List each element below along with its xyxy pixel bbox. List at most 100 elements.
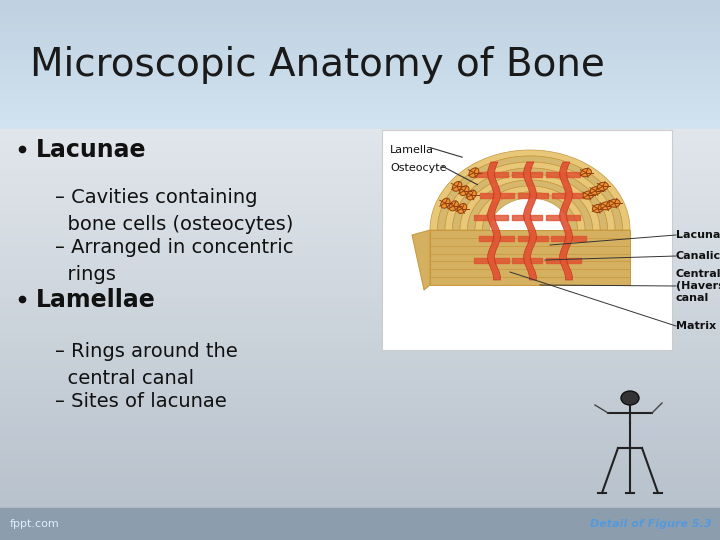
Bar xyxy=(0,10,720,13)
Bar xyxy=(0,219,720,224)
Bar xyxy=(0,313,720,319)
Ellipse shape xyxy=(452,181,462,191)
Bar xyxy=(0,413,720,418)
Bar xyxy=(0,204,720,210)
Bar xyxy=(0,2,720,4)
Bar xyxy=(0,417,720,423)
Ellipse shape xyxy=(600,202,612,210)
Ellipse shape xyxy=(469,168,479,177)
Bar xyxy=(0,280,720,285)
Bar xyxy=(0,51,720,54)
Bar xyxy=(0,394,720,399)
Bar xyxy=(0,129,720,134)
Polygon shape xyxy=(412,230,430,290)
Bar xyxy=(0,299,720,304)
Bar xyxy=(0,209,720,214)
Bar xyxy=(0,66,720,69)
Bar xyxy=(0,327,720,333)
Bar xyxy=(0,113,720,116)
Bar xyxy=(0,375,720,380)
Bar xyxy=(0,96,720,99)
Ellipse shape xyxy=(598,183,608,191)
Bar xyxy=(0,252,720,257)
Bar xyxy=(0,60,720,62)
Bar xyxy=(0,72,720,75)
Bar xyxy=(0,0,720,2)
Ellipse shape xyxy=(459,186,469,195)
Bar xyxy=(0,100,720,103)
Bar xyxy=(0,470,720,475)
Text: Central
(Haversian)
canal: Central (Haversian) canal xyxy=(676,268,720,303)
Bar xyxy=(0,489,720,494)
Bar xyxy=(0,474,720,480)
Bar xyxy=(0,332,720,338)
Bar xyxy=(0,171,720,177)
Bar xyxy=(0,361,720,366)
Bar xyxy=(0,233,720,238)
Text: – Arranged in concentric
  rings: – Arranged in concentric rings xyxy=(55,238,294,284)
Bar xyxy=(0,8,720,11)
Bar xyxy=(0,337,720,342)
Bar xyxy=(0,200,720,205)
Bar xyxy=(0,34,720,37)
Bar xyxy=(0,4,720,6)
Bar xyxy=(0,422,720,428)
Bar xyxy=(0,152,720,158)
Bar xyxy=(0,12,720,15)
Bar xyxy=(0,103,720,105)
Bar xyxy=(0,399,720,404)
Text: – Cavities containing
  bone cells (osteocytes): – Cavities containing bone cells (osteoc… xyxy=(55,188,293,233)
Bar xyxy=(0,304,720,309)
Bar xyxy=(0,157,720,162)
Bar xyxy=(0,285,720,290)
Polygon shape xyxy=(467,180,593,230)
Bar xyxy=(0,138,720,143)
Bar xyxy=(0,107,720,110)
Bar xyxy=(0,47,720,50)
Bar xyxy=(0,366,720,370)
Text: Matrix: Matrix xyxy=(676,321,716,331)
Text: Lamellae: Lamellae xyxy=(36,288,156,312)
Bar xyxy=(0,122,720,125)
Bar xyxy=(0,242,720,247)
Bar xyxy=(0,256,720,262)
Text: – Rings around the
  central canal: – Rings around the central canal xyxy=(55,342,238,388)
Text: Detail of Figure 5.3: Detail of Figure 5.3 xyxy=(590,519,712,529)
Bar xyxy=(0,323,720,328)
Bar xyxy=(0,116,720,118)
Bar xyxy=(0,318,720,323)
Bar xyxy=(0,23,720,26)
Bar xyxy=(0,109,720,112)
Bar xyxy=(0,58,720,60)
Polygon shape xyxy=(445,162,615,230)
Bar xyxy=(0,356,720,361)
Polygon shape xyxy=(487,162,500,280)
Bar xyxy=(0,85,720,88)
Bar xyxy=(0,261,720,266)
Bar xyxy=(0,223,720,228)
Ellipse shape xyxy=(467,190,477,200)
Bar xyxy=(0,384,720,389)
Text: – Sites of lacunae: – Sites of lacunae xyxy=(55,392,227,411)
Bar xyxy=(0,36,720,39)
Bar xyxy=(0,431,720,437)
Text: Canaliculus: Canaliculus xyxy=(676,251,720,261)
Bar xyxy=(0,81,720,84)
Ellipse shape xyxy=(580,168,591,177)
Ellipse shape xyxy=(441,198,450,208)
Bar xyxy=(0,185,720,191)
Bar xyxy=(0,68,720,71)
Bar xyxy=(0,479,720,484)
Bar xyxy=(0,403,720,409)
Bar xyxy=(0,351,720,356)
Bar xyxy=(0,75,720,77)
Bar xyxy=(0,247,720,252)
Bar xyxy=(0,380,720,385)
Bar xyxy=(0,190,720,195)
Bar xyxy=(0,40,720,43)
Bar xyxy=(0,15,720,17)
Bar xyxy=(0,147,720,153)
Bar xyxy=(0,289,720,295)
Bar xyxy=(0,133,720,138)
Bar xyxy=(0,38,720,41)
